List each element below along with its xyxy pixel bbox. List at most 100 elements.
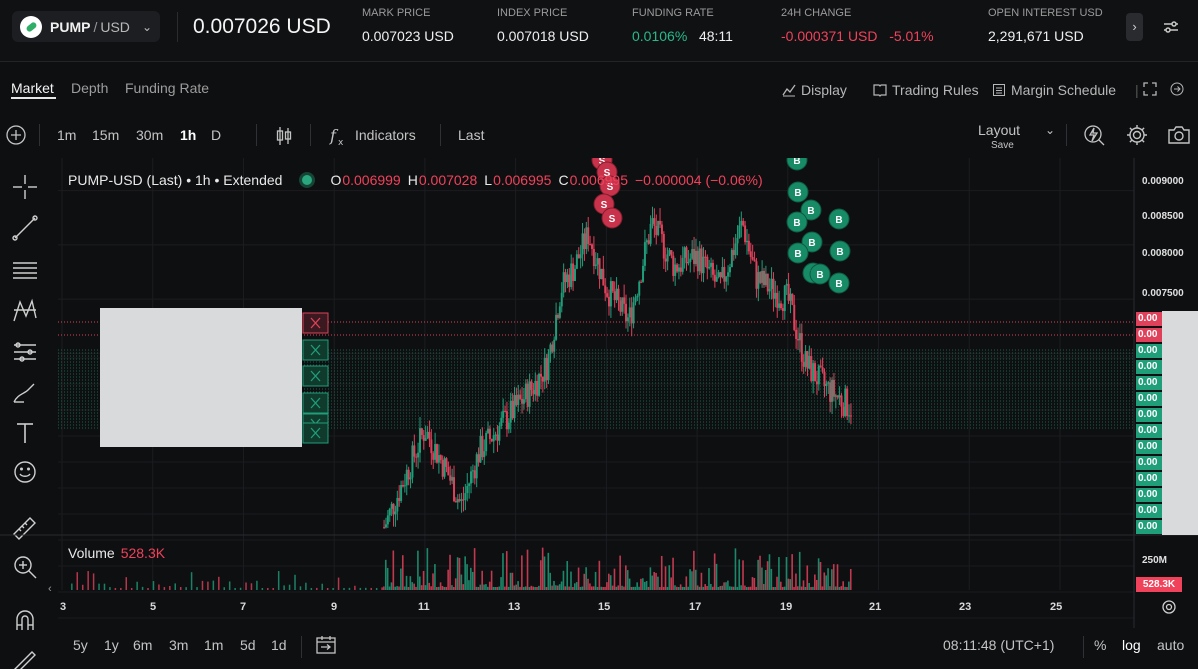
volume-bar: [683, 586, 686, 590]
goto-date-icon[interactable]: [314, 633, 338, 657]
candle-body: [795, 329, 798, 340]
volume-bar: [475, 586, 478, 590]
candle-body: [590, 244, 593, 249]
pair-selector[interactable]: PUMP / USD ⌄: [12, 11, 160, 42]
candle-body: [589, 244, 592, 246]
range-1y[interactable]: 1y: [104, 637, 119, 653]
volume-bar: [114, 587, 117, 590]
range-6m[interactable]: 6m: [133, 637, 153, 653]
trading-rules-button[interactable]: Trading Rules: [873, 82, 979, 98]
crosshair-icon[interactable]: [10, 172, 40, 202]
candle-body: [738, 225, 741, 238]
projection-icon[interactable]: [10, 337, 40, 367]
volume-bar: [659, 586, 661, 590]
volume-bar: [522, 586, 525, 590]
volume-bar: [725, 582, 727, 590]
candle-body: [543, 357, 546, 382]
log-toggle[interactable]: log: [1122, 637, 1141, 653]
timeframe-1h[interactable]: 1h: [180, 127, 197, 143]
volume-bar: [76, 572, 79, 590]
candle-body: [436, 444, 439, 463]
range-5y[interactable]: 5y: [73, 637, 88, 653]
zoom-in-icon[interactable]: [10, 552, 40, 582]
price-chart[interactable]: SSSSSBBBBBBBBBBB PUMP-USD (Last) • 1h • …: [0, 158, 1198, 628]
candle-body: [477, 454, 480, 463]
candlestick-icon[interactable]: [274, 125, 294, 147]
tab-depth[interactable]: Depth: [71, 80, 109, 96]
emoji-icon[interactable]: [10, 457, 40, 487]
volume-bar: [375, 587, 378, 590]
horizontal-lines-icon[interactable]: [10, 255, 40, 285]
timeframe-30m[interactable]: 30m: [136, 127, 164, 143]
candle-body: [451, 477, 454, 481]
volume-bar: [321, 583, 323, 590]
display-label: Display: [801, 82, 847, 98]
trend-line-icon[interactable]: [10, 213, 40, 243]
candle-body: [583, 233, 586, 250]
pattern-icon[interactable]: [10, 296, 40, 326]
gear-icon[interactable]: [1125, 123, 1149, 147]
volume-bar: [147, 587, 149, 590]
timeframe-1m[interactable]: 1m: [57, 127, 77, 143]
candle-body: [761, 270, 764, 283]
volume-bar: [505, 551, 508, 590]
magnet-icon[interactable]: [10, 606, 40, 636]
volume-bar: [422, 570, 425, 590]
tab-funding-rate[interactable]: Funding Rate: [125, 80, 210, 96]
camera-icon[interactable]: [1166, 123, 1192, 147]
ruler-icon[interactable]: [10, 512, 40, 542]
candle-body: [464, 493, 467, 500]
volume-bar: [804, 586, 807, 590]
volume-bar: [109, 587, 111, 590]
display-button[interactable]: Display: [782, 82, 847, 98]
x-axis-label: 3: [60, 601, 67, 613]
candle-body: [713, 274, 716, 282]
volume-bar: [704, 584, 707, 590]
candle-body: [479, 435, 482, 463]
timeframe-d[interactable]: D: [211, 127, 222, 143]
range-3m[interactable]: 3m: [169, 637, 189, 653]
candle-body: [638, 281, 641, 296]
candle-body: [829, 382, 832, 402]
tab-market[interactable]: Market: [11, 80, 54, 96]
volume-bar: [700, 572, 703, 590]
volume-bar: [536, 587, 538, 590]
layout-button[interactable]: Layout Save ⌄: [975, 121, 1055, 155]
pencil-lock-icon[interactable]: [10, 644, 40, 669]
fullscreen-icon[interactable]: [1143, 82, 1157, 96]
sliders-icon[interactable]: [1160, 16, 1182, 38]
legend-h-value: 0.007028: [418, 172, 478, 188]
range-1m[interactable]: 1m: [204, 637, 224, 653]
arrow-right-circle-icon[interactable]: [1170, 82, 1184, 96]
candle-body: [785, 283, 788, 286]
volume-bar: [539, 560, 542, 590]
candle-body: [547, 353, 550, 381]
candle-body: [630, 307, 633, 324]
volume-bar: [793, 586, 795, 590]
percent-toggle[interactable]: %: [1094, 637, 1107, 653]
range-5d[interactable]: 5d: [240, 637, 256, 653]
volume-bar: [572, 586, 574, 590]
scroll-left-icon[interactable]: ‹: [48, 583, 52, 595]
volume-bar: [447, 569, 449, 590]
add-symbol-icon[interactable]: [5, 124, 27, 146]
margin-schedule-button[interactable]: Margin Schedule: [992, 82, 1116, 98]
price-tag-green: 0.00: [1136, 456, 1162, 470]
timeframe-15m[interactable]: 15m: [92, 127, 120, 143]
last-button[interactable]: Last: [458, 127, 485, 143]
text-icon[interactable]: [10, 418, 40, 448]
chevron-right-icon[interactable]: ›: [1126, 13, 1143, 41]
volume-bar: [492, 586, 495, 590]
range-1d[interactable]: 1d: [271, 637, 287, 653]
volume-bar: [125, 577, 128, 590]
volume-bar: [453, 586, 455, 590]
indicators-button[interactable]: Indicators: [355, 127, 416, 143]
lightning-cursor-icon[interactable]: [1082, 123, 1106, 147]
gear-icon[interactable]: [1160, 598, 1178, 616]
auto-toggle[interactable]: auto: [1157, 637, 1185, 653]
brush-icon[interactable]: [10, 378, 40, 408]
volume-bar: [600, 586, 603, 590]
volume-bar: [403, 586, 406, 590]
volume-bar: [676, 586, 678, 590]
